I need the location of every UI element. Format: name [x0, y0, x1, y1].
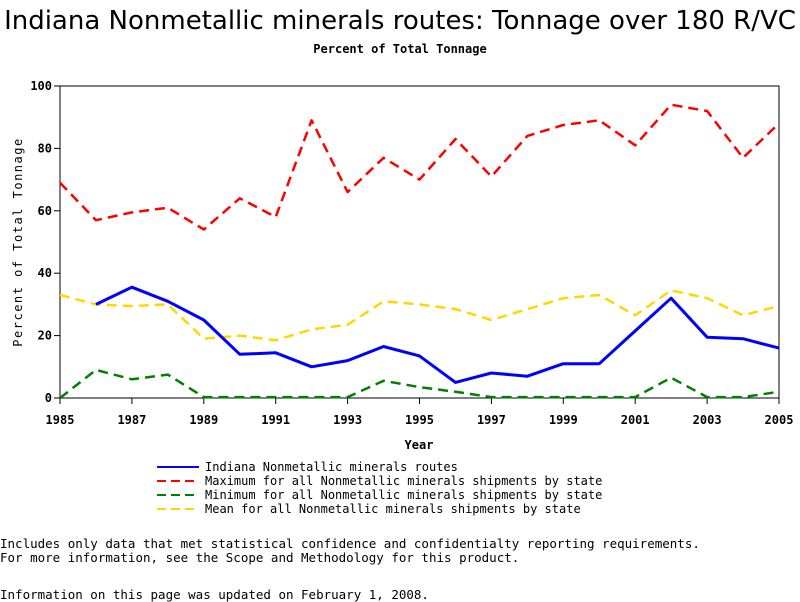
- legend-item: Mean for all Nonmetallic minerals shipme…: [155, 502, 602, 516]
- y-tick-label: 40: [38, 266, 52, 280]
- plot-area: 0 20 40 60 80 100 1985 1987 1989 1991 1993 1995 1997…: [30, 79, 793, 427]
- x-tick-label: 1985: [46, 413, 75, 427]
- legend: Indiana Nonmetallic minerals routes Maxi…: [155, 460, 602, 516]
- series-line-1: [59, 103, 780, 231]
- y-tick-label: 20: [38, 329, 52, 343]
- chart-subtitle: Percent of Total Tonnage: [313, 42, 487, 56]
- x-tick-label: 1991: [261, 413, 290, 427]
- y-tick-label: 60: [38, 204, 52, 218]
- series-line-0: [95, 285, 780, 384]
- x-tick-label: 2001: [621, 413, 650, 427]
- legend-label: Maximum for all Nonmetallic minerals shi…: [205, 474, 603, 488]
- legend-swatch-mean: [157, 508, 199, 510]
- legend-label: Mean for all Nonmetallic minerals shipme…: [205, 502, 581, 516]
- y-tick-label: 100: [30, 79, 52, 93]
- legend-swatch-maximum: [157, 480, 199, 482]
- y-axis-label: Percent of Total Tonnage: [11, 137, 25, 346]
- series-line-2: [59, 368, 780, 399]
- x-tick-label: 1995: [405, 413, 434, 427]
- footnote-updated: Information on this page was updated on …: [0, 587, 429, 602]
- chart-title: Indiana Nonmetallic minerals routes: Ton…: [4, 6, 796, 36]
- legend-label: Indiana Nonmetallic minerals routes: [205, 460, 458, 474]
- y-tick-label: 0: [45, 391, 52, 405]
- legend-swatch-indiana: [157, 466, 199, 468]
- x-tick-label: 1993: [333, 413, 362, 427]
- x-tick-label: 2003: [693, 413, 722, 427]
- x-tick-label: 1987: [117, 413, 146, 427]
- x-tick-label: 1997: [477, 413, 506, 427]
- legend-item: Minimum for all Nonmetallic minerals shi…: [155, 488, 602, 502]
- y-tick-label: 80: [38, 141, 52, 155]
- plot-frame: [59, 85, 780, 399]
- footnote-confidence: Includes only data that met statistical …: [0, 536, 700, 551]
- legend-swatch-minimum: [157, 494, 199, 496]
- x-tick-label: 1989: [189, 413, 218, 427]
- legend-item: Maximum for all Nonmetallic minerals shi…: [155, 474, 602, 488]
- legend-label: Minimum for all Nonmetallic minerals shi…: [205, 488, 603, 502]
- x-tick-label: 1999: [549, 413, 578, 427]
- line-chart: 0 20 40 60 80 100 1985 1987 1989 1991 1993 1995 1997…: [11, 79, 793, 452]
- footnote-methodology: For more information, see the Scope and …: [0, 550, 520, 565]
- x-tick-label: 2005: [765, 413, 794, 427]
- x-axis-label: Year: [405, 438, 434, 452]
- legend-item: Indiana Nonmetallic minerals routes: [155, 460, 602, 474]
